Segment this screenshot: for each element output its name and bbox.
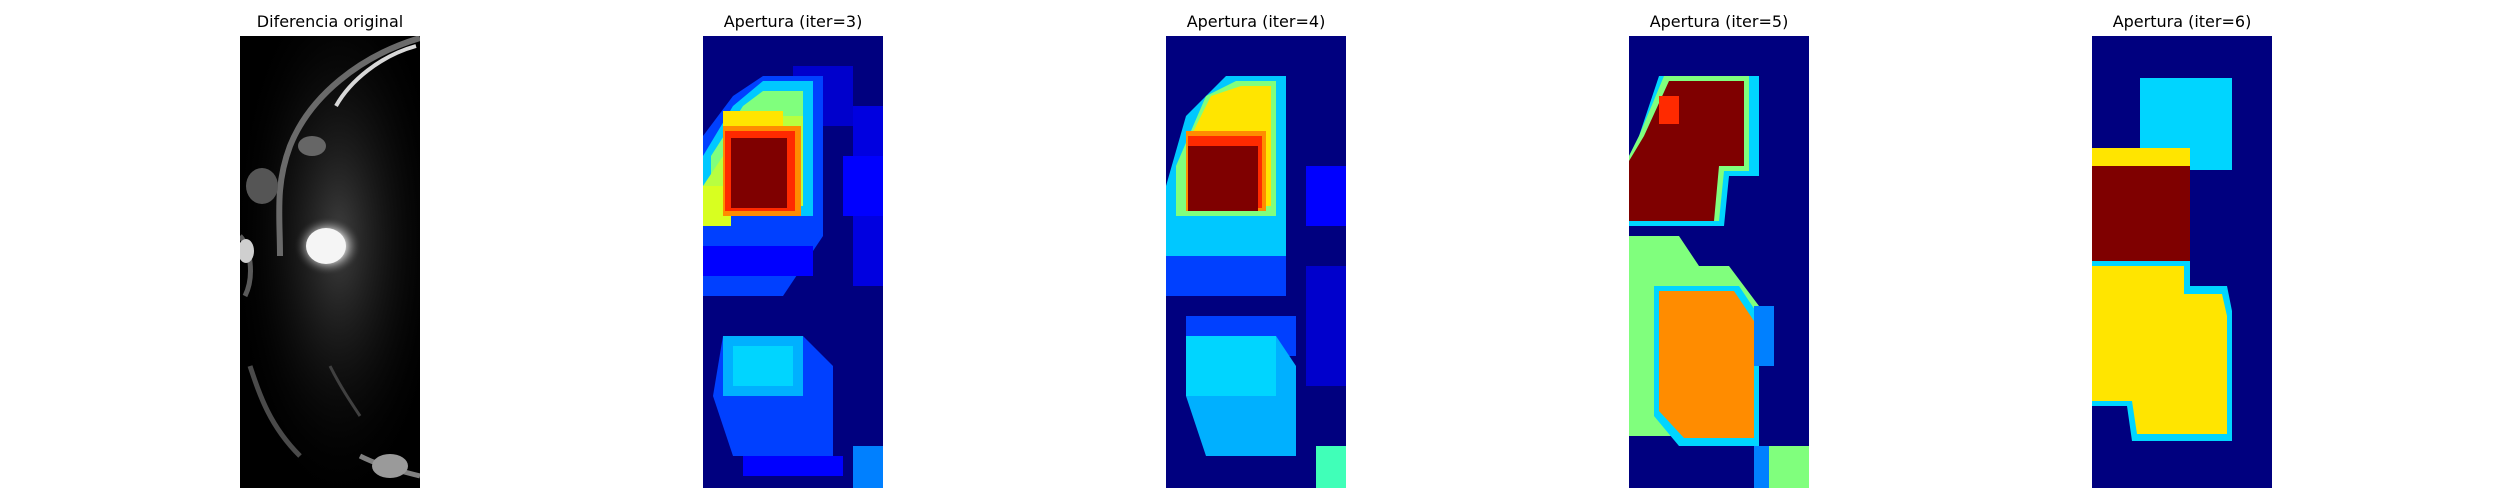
panel-opening-iter5: Apertura (iter=5) xyxy=(1629,0,1809,500)
panel-original: Diferencia original xyxy=(240,0,420,500)
panel-opening-iter4: Apertura (iter=4) xyxy=(1166,0,1346,500)
panel-title: Apertura (iter=5) xyxy=(1649,12,1789,31)
label-map-image xyxy=(2092,36,2272,488)
label-map-image xyxy=(703,36,883,488)
label-map-image xyxy=(1166,36,1346,488)
label-map-image xyxy=(1629,36,1809,488)
panel-title: Diferencia original xyxy=(256,12,404,31)
panel-title: Apertura (iter=4) xyxy=(1186,12,1326,31)
grayscale-image xyxy=(240,36,420,488)
panel-opening-iter6: Apertura (iter=6) xyxy=(2092,0,2272,500)
panel-title: Apertura (iter=6) xyxy=(2112,12,2252,31)
panel-opening-iter3: Apertura (iter=3) xyxy=(703,0,883,500)
panel-title: Apertura (iter=3) xyxy=(723,12,863,31)
